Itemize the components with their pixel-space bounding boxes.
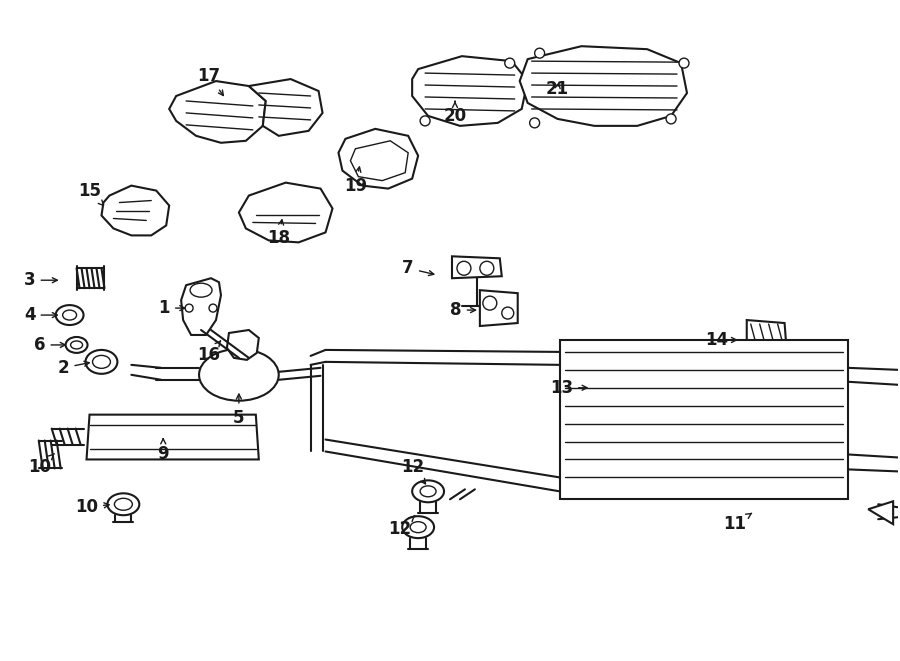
Ellipse shape (56, 305, 84, 325)
Text: 1: 1 (158, 299, 184, 317)
Text: 10: 10 (28, 453, 54, 477)
Text: 12: 12 (401, 459, 426, 484)
Text: 13: 13 (550, 379, 587, 397)
Circle shape (209, 304, 217, 312)
Circle shape (185, 304, 193, 312)
Polygon shape (102, 186, 169, 235)
Polygon shape (238, 182, 332, 243)
Polygon shape (560, 340, 849, 499)
Text: 17: 17 (197, 67, 223, 95)
Ellipse shape (86, 350, 117, 374)
Text: 2: 2 (58, 359, 89, 377)
Text: 21: 21 (546, 80, 569, 98)
Text: 6: 6 (34, 336, 66, 354)
Ellipse shape (63, 310, 76, 320)
Text: 14: 14 (706, 331, 736, 349)
Ellipse shape (70, 341, 83, 349)
Polygon shape (248, 79, 322, 136)
Polygon shape (452, 256, 502, 278)
Circle shape (420, 116, 430, 126)
Circle shape (679, 58, 689, 68)
Text: 16: 16 (197, 341, 220, 364)
Text: 20: 20 (444, 101, 466, 125)
Ellipse shape (412, 481, 444, 502)
Circle shape (457, 261, 471, 275)
Polygon shape (412, 56, 527, 126)
Ellipse shape (107, 493, 140, 515)
Circle shape (619, 359, 631, 371)
Ellipse shape (190, 283, 212, 297)
Ellipse shape (402, 516, 434, 538)
Text: 3: 3 (24, 271, 58, 290)
Ellipse shape (420, 486, 436, 497)
Circle shape (535, 48, 544, 58)
Circle shape (666, 114, 676, 124)
Polygon shape (181, 278, 221, 335)
Polygon shape (519, 46, 687, 126)
Ellipse shape (199, 349, 279, 401)
Text: 4: 4 (24, 306, 58, 324)
Circle shape (505, 58, 515, 68)
Polygon shape (86, 414, 259, 459)
Polygon shape (350, 141, 409, 180)
Polygon shape (747, 320, 787, 353)
Ellipse shape (66, 337, 87, 353)
Circle shape (483, 296, 497, 310)
Text: 19: 19 (344, 167, 367, 194)
Polygon shape (338, 129, 418, 188)
Text: 15: 15 (78, 182, 104, 206)
Text: 9: 9 (158, 439, 169, 463)
Polygon shape (169, 81, 266, 143)
Circle shape (598, 383, 608, 393)
Text: 7: 7 (402, 259, 434, 277)
Text: 8: 8 (450, 301, 475, 319)
Ellipse shape (410, 522, 426, 533)
Text: 12: 12 (389, 516, 415, 538)
Text: 18: 18 (267, 219, 290, 247)
Text: 11: 11 (724, 514, 752, 533)
Ellipse shape (93, 356, 111, 368)
Polygon shape (598, 355, 639, 400)
Polygon shape (868, 501, 893, 524)
Ellipse shape (114, 498, 132, 510)
Circle shape (530, 118, 540, 128)
Circle shape (502, 307, 514, 319)
Circle shape (480, 261, 494, 275)
Polygon shape (480, 290, 518, 326)
Polygon shape (227, 330, 259, 360)
Text: 10: 10 (75, 498, 109, 516)
Text: 5: 5 (233, 394, 245, 426)
